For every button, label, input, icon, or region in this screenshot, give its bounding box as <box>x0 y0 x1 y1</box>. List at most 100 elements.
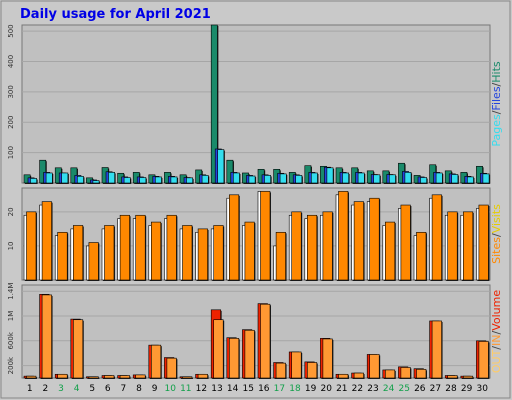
bar-in <box>400 367 411 379</box>
bar-visits <box>57 231 68 281</box>
chart-panels: 100200300400500Pages/Files/Hits1020Sites… <box>7 24 503 394</box>
bar-visits <box>104 225 115 281</box>
x-tick-label: 18 <box>289 384 301 394</box>
bar-visits <box>244 221 255 281</box>
bar-pages <box>77 176 84 184</box>
x-tick-label: 26 <box>414 384 426 394</box>
bar-in <box>57 373 68 379</box>
x-tick-label: 25 <box>398 384 409 394</box>
y-tick-label: 1.4M <box>7 283 15 300</box>
legend-part: Files <box>490 86 503 110</box>
x-tick-label: 28 <box>445 384 457 394</box>
y-tick-label: 10 <box>7 241 15 250</box>
bar-in <box>369 354 380 379</box>
chart-title: Daily usage for April 2021 <box>20 7 211 22</box>
bar-visits <box>447 211 458 281</box>
legend-part: Visits <box>490 204 503 233</box>
x-tick-label: 15 <box>242 384 253 394</box>
legend-part: Pages <box>490 114 503 147</box>
legend-part: Hits <box>490 61 503 83</box>
y-tick-label: 500 <box>7 24 15 37</box>
bar-in <box>462 375 474 379</box>
bar-pages <box>482 173 490 184</box>
x-tick-label: 8 <box>136 384 142 394</box>
bar-pages <box>108 172 115 184</box>
bar-pages <box>451 174 459 184</box>
bar-pages <box>295 175 303 184</box>
bar-pages <box>186 177 193 184</box>
y-tick-label: 200k <box>7 356 15 374</box>
bar-visits <box>338 191 349 281</box>
bar-hits <box>39 159 47 184</box>
bar-in <box>135 374 146 379</box>
y-tick-label: 100 <box>7 146 15 159</box>
bar-visits <box>322 211 333 281</box>
bar-pages <box>342 172 349 184</box>
bar-visits <box>182 225 193 281</box>
bar-in <box>322 338 333 379</box>
bar-visits <box>353 201 364 281</box>
x-tick-label: 19 <box>305 384 317 394</box>
bar-in <box>197 373 208 379</box>
y-tick-label: 600k <box>7 331 15 349</box>
bar-visits <box>197 228 208 281</box>
bar-pages <box>170 176 178 184</box>
bar-in <box>244 329 255 379</box>
bar-hits <box>226 159 234 184</box>
x-tick-label: 2 <box>43 384 49 394</box>
bar-in <box>119 375 130 379</box>
plot-area-volume <box>21 284 491 379</box>
bar-visits <box>135 214 146 281</box>
bar-in <box>182 376 193 379</box>
legend-part: Sites <box>490 237 503 264</box>
bar-visits <box>306 214 318 281</box>
bar-visits <box>478 204 489 281</box>
bar-pages <box>279 173 287 184</box>
legend-part: / <box>490 82 503 86</box>
bar-pages <box>61 172 69 184</box>
bar-in <box>384 369 396 379</box>
bar-visits <box>416 231 427 281</box>
bar-in <box>151 344 162 379</box>
bar-pages <box>310 172 318 184</box>
x-tick-label: 5 <box>89 384 95 394</box>
x-tick-label: 14 <box>227 384 239 394</box>
x-tick-label: 24 <box>383 384 395 394</box>
legend-part: OUT <box>490 349 503 373</box>
bar-in <box>213 319 224 379</box>
series-legend-visits: Sites/Visits <box>490 204 503 264</box>
x-tick-label: 6 <box>105 384 111 394</box>
bar-pages <box>420 177 427 184</box>
bar-pages <box>45 172 53 184</box>
bar-visits <box>384 221 396 281</box>
bar-in <box>478 341 489 379</box>
y-tick-label: 300 <box>7 85 15 98</box>
bar-visits <box>275 231 286 281</box>
bar-pages <box>373 174 381 184</box>
bar-visits <box>119 214 130 281</box>
bar-in <box>26 375 37 379</box>
y-tick-label: 200 <box>7 116 15 129</box>
x-tick-label: 30 <box>476 384 488 394</box>
bar-pages <box>357 172 365 184</box>
series-legend-hits: Pages/Files/Hits <box>490 61 503 147</box>
plot-area-visits <box>21 187 491 281</box>
x-tick-label: 17 <box>274 384 285 394</box>
legend-part: / <box>490 346 503 350</box>
legend-part: Volume <box>490 290 503 331</box>
bar-in <box>260 303 271 379</box>
bar-visits <box>73 225 84 281</box>
bar-visits <box>462 211 474 281</box>
bar-in <box>338 373 349 379</box>
bar-pages <box>139 177 147 184</box>
bar-pages <box>466 176 474 184</box>
bar-pages <box>248 175 256 184</box>
bar-visits <box>431 194 442 281</box>
bar-in <box>166 357 177 379</box>
bar-in <box>447 375 458 379</box>
bar-visits <box>400 204 411 281</box>
x-tick-label: 22 <box>352 384 363 394</box>
bar-hits <box>210 24 218 184</box>
bar-pages <box>155 176 162 184</box>
